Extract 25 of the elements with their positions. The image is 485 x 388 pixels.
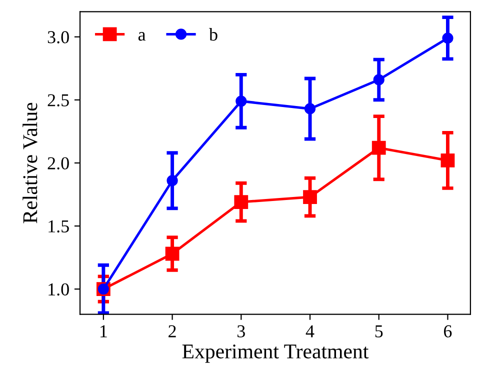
point (234, 195, 248, 209)
point (372, 140, 386, 155)
point (303, 190, 317, 204)
point (440, 153, 455, 168)
x-tick-label: 1 (100, 325, 107, 338)
y-axis-title: Relative Value (22, 102, 38, 224)
y-tick-label: 3.0 (48, 31, 69, 44)
point (165, 246, 180, 261)
y-tick-label: 1.5 (48, 220, 69, 233)
legend-label: b (209, 28, 218, 41)
x-tick-label: 3 (238, 325, 245, 338)
x-tick-label: 4 (306, 325, 314, 338)
legend-label: a (138, 32, 146, 41)
point (166, 175, 178, 186)
x-axis-title: Experiment Treatment (182, 344, 369, 363)
point (304, 103, 316, 114)
x-tick-label: 6 (444, 325, 452, 338)
y-tick-label: 2.0 (48, 157, 69, 170)
y-tick-label: 1.0 (48, 283, 69, 296)
x-tick-label: 2 (168, 325, 176, 338)
y-tick-label: 2.5 (48, 94, 69, 106)
point (442, 32, 454, 44)
x-tick-label: 5 (375, 325, 383, 338)
point (236, 96, 247, 107)
point (373, 74, 384, 86)
